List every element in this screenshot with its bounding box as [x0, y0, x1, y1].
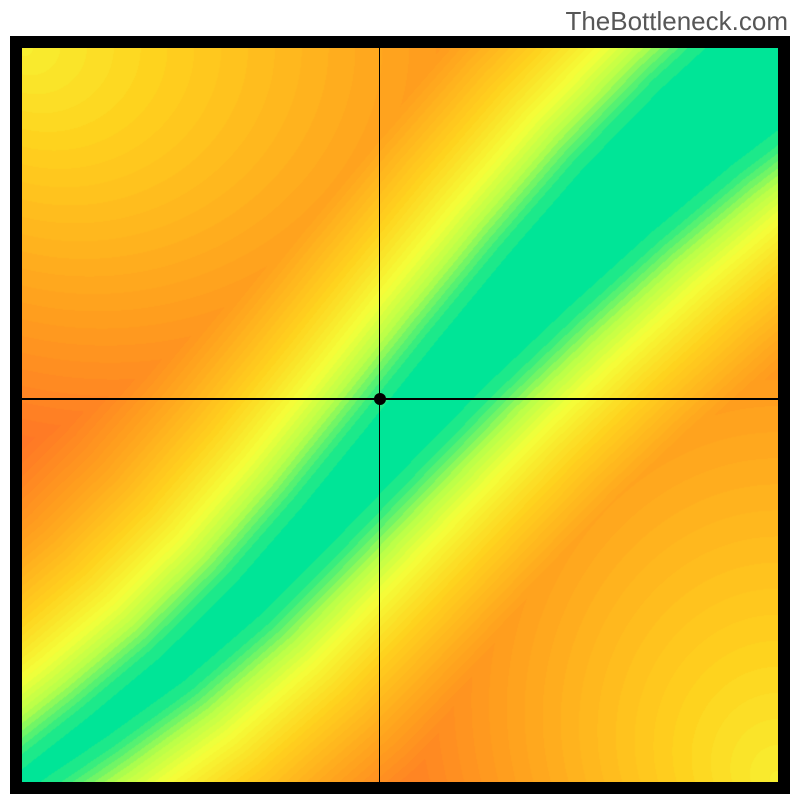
- page-container: TheBottleneck.com: [0, 0, 800, 800]
- crosshair-dot: [374, 393, 386, 405]
- heatmap-wrap: [22, 48, 778, 782]
- crosshair-vertical: [379, 48, 380, 782]
- watermark-text: TheBottleneck.com: [565, 6, 788, 37]
- crosshair-horizontal: [22, 398, 778, 399]
- heatmap-canvas: [22, 48, 778, 782]
